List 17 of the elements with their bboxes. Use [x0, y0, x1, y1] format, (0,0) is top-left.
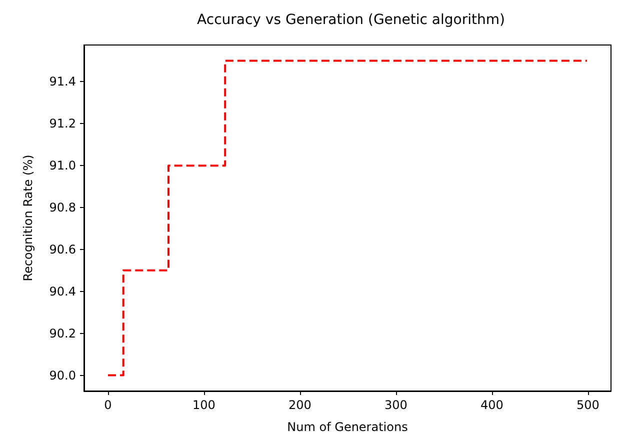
- y-tick-label: 91.0: [49, 158, 76, 173]
- x-axis-title: Num of Generations: [287, 420, 408, 434]
- x-tick-label: 400: [480, 398, 504, 412]
- chart-title: Accuracy vs Generation (Genetic algorithm): [197, 12, 505, 28]
- y-tick-label: 91.2: [49, 116, 76, 131]
- x-tick-label: 500: [576, 398, 600, 412]
- y-tick-label: 91.4: [49, 74, 76, 89]
- x-tick-label: 100: [192, 398, 216, 412]
- x-tick-label: 0: [104, 398, 112, 412]
- y-axis-title: Recognition Rate (%): [21, 154, 35, 282]
- y-tick-label: 90.2: [49, 326, 76, 340]
- x-tick-label: 300: [384, 398, 408, 412]
- y-tick-label: 90.6: [49, 242, 76, 256]
- y-tick-label: 90.8: [49, 200, 76, 215]
- x-tick-label: 200: [288, 398, 312, 412]
- y-tick-label: 90.0: [49, 368, 76, 382]
- y-tick-label: 90.4: [49, 284, 76, 298]
